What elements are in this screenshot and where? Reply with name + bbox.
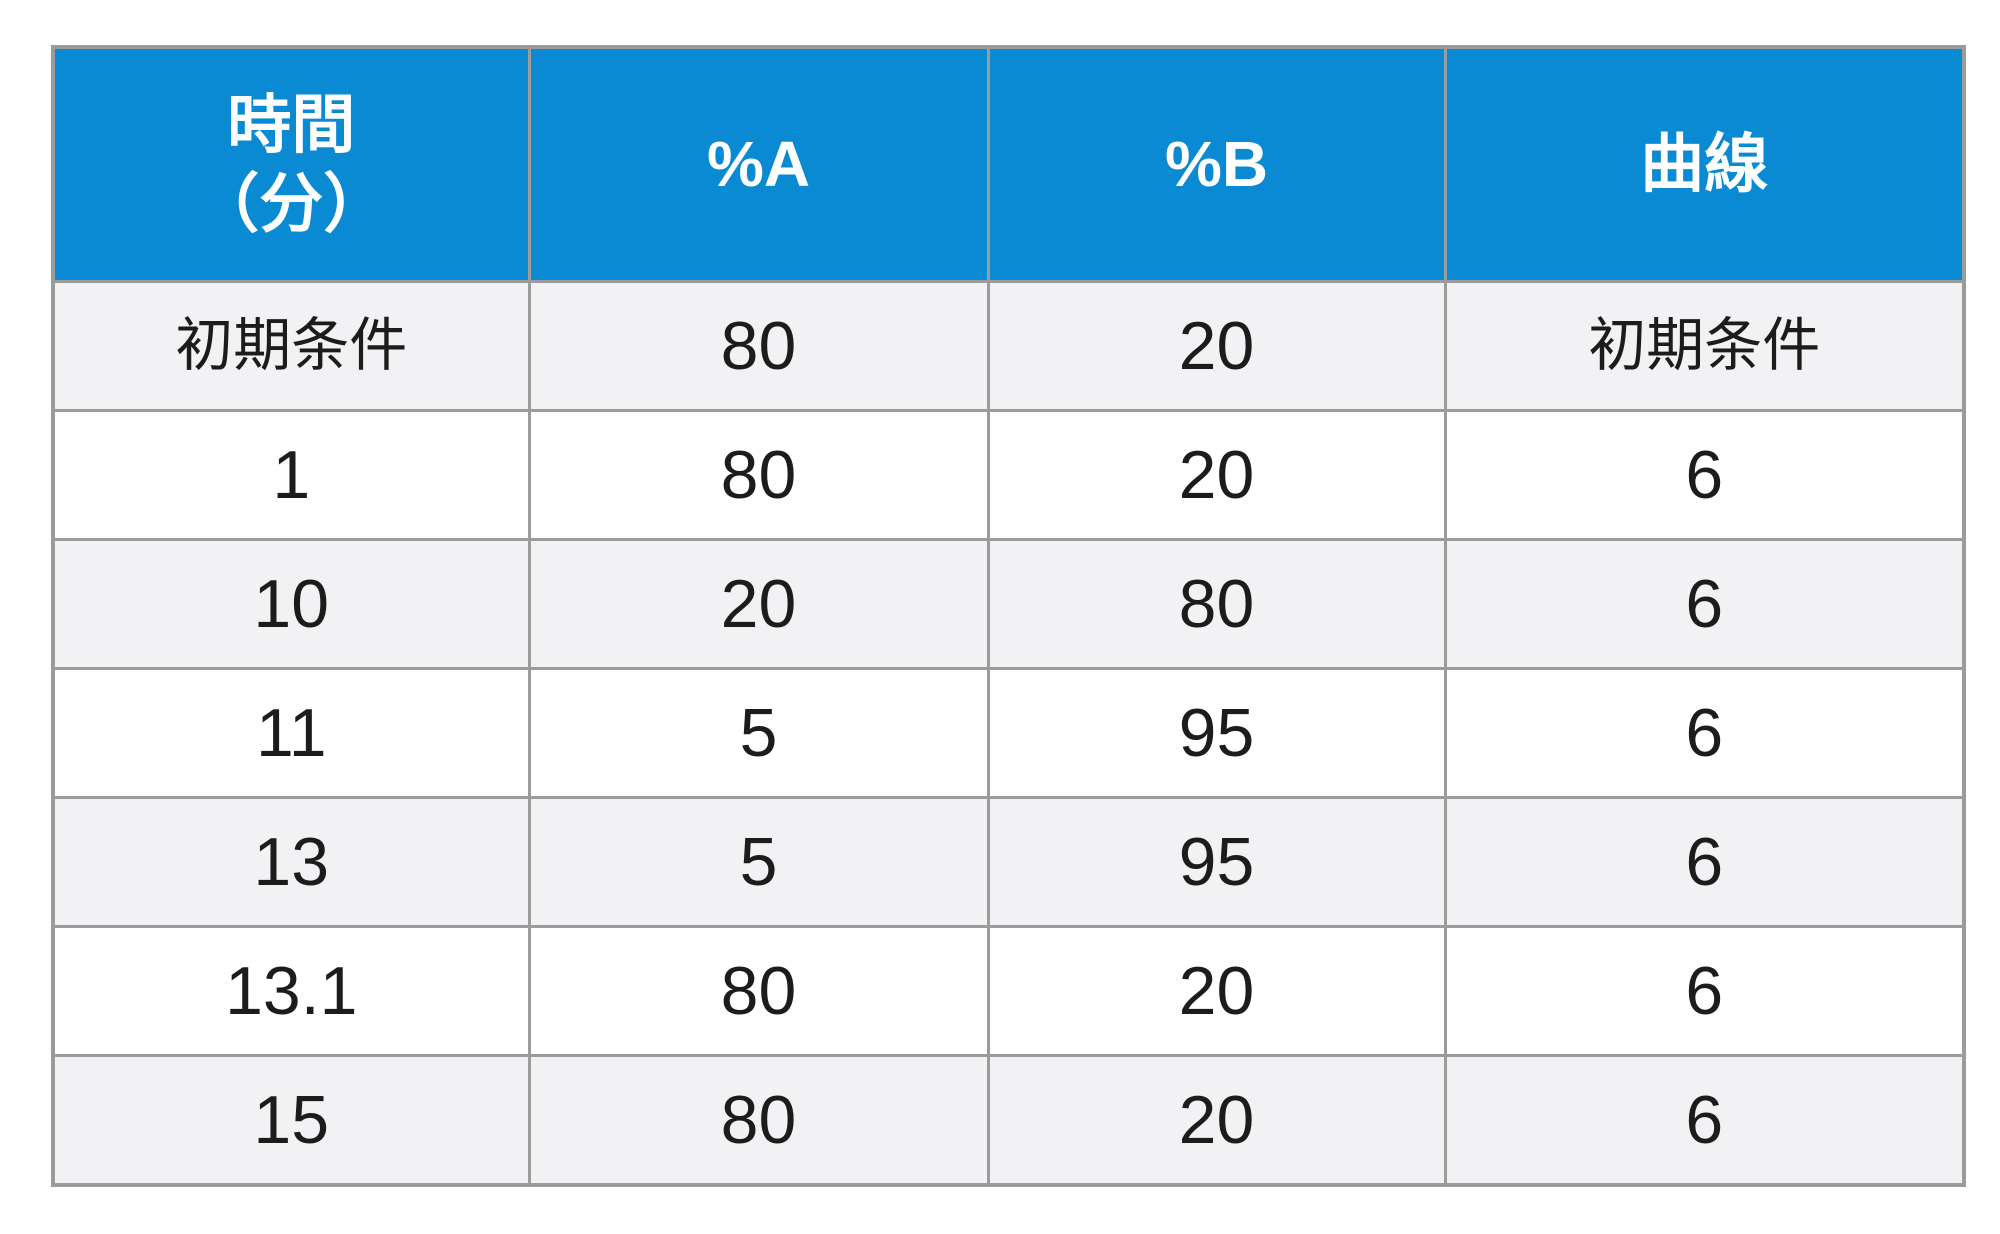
cell-curve: 6 <box>1443 925 1966 1057</box>
table-row: 15 80 20 6 <box>51 1054 1966 1187</box>
table-row: 10 20 80 6 <box>51 538 1966 670</box>
column-header-percent-b: %B <box>986 45 1447 283</box>
cell-time: 13.1 <box>51 925 531 1057</box>
column-header-time-label: 時間 <box>227 89 356 162</box>
cell-percent-b: 20 <box>986 925 1447 1057</box>
cell-percent-a: 80 <box>527 1054 990 1187</box>
table-row: 1 80 20 6 <box>51 409 1966 541</box>
cell-curve: 初期条件 <box>1443 280 1966 412</box>
cell-percent-a: 80 <box>527 925 990 1057</box>
cell-percent-a: 5 <box>527 667 990 799</box>
table-row: 初期条件 80 20 初期条件 <box>51 280 1966 412</box>
cell-time: 10 <box>51 538 531 670</box>
cell-percent-b: 80 <box>986 538 1447 670</box>
cell-curve: 6 <box>1443 796 1966 928</box>
cell-percent-b: 20 <box>986 1054 1447 1187</box>
column-header-percent-a: %A <box>527 45 990 283</box>
cell-curve: 6 <box>1443 538 1966 670</box>
cell-percent-b: 95 <box>986 796 1447 928</box>
cell-curve: 6 <box>1443 409 1966 541</box>
cell-percent-b: 20 <box>986 280 1447 412</box>
cell-percent-b: 20 <box>986 409 1447 541</box>
column-header-time-unit: （分） <box>195 167 388 240</box>
cell-percent-a: 20 <box>527 538 990 670</box>
cell-time: 13 <box>51 796 531 928</box>
cell-curve: 6 <box>1443 1054 1966 1187</box>
gradient-table: 時間 （分） %A %B 曲線 初期条件 80 20 初期条件 1 80 20 … <box>51 45 1966 1187</box>
table-row: 13.1 80 20 6 <box>51 925 1966 1057</box>
table-row: 13 5 95 6 <box>51 796 1966 928</box>
cell-percent-a: 80 <box>527 280 990 412</box>
cell-percent-b: 95 <box>986 667 1447 799</box>
header-row: 時間 （分） %A %B 曲線 <box>51 45 1966 283</box>
cell-time: 15 <box>51 1054 531 1187</box>
cell-time: 1 <box>51 409 531 541</box>
cell-percent-a: 80 <box>527 409 990 541</box>
cell-time: 11 <box>51 667 531 799</box>
cell-curve: 6 <box>1443 667 1966 799</box>
table-row: 11 5 95 6 <box>51 667 1966 799</box>
cell-percent-a: 5 <box>527 796 990 928</box>
column-header-curve: 曲線 <box>1443 45 1966 283</box>
column-header-time: 時間 （分） <box>51 45 531 283</box>
cell-time: 初期条件 <box>51 280 531 412</box>
